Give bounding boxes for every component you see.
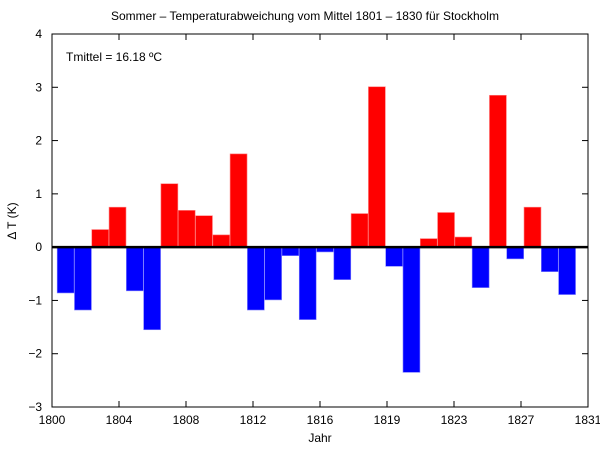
x-tick-label: 1827 bbox=[508, 413, 535, 427]
bar-1826 bbox=[489, 94, 507, 248]
bar-1821 bbox=[402, 246, 421, 373]
x-tick-label: 1800 bbox=[39, 413, 66, 427]
y-tick-label: −3 bbox=[28, 400, 42, 414]
x-axis-label: Jahr bbox=[308, 431, 331, 445]
bar-1823 bbox=[437, 212, 455, 248]
bar-1820 bbox=[385, 246, 403, 267]
x-tick-label: 1831 bbox=[575, 413, 600, 427]
bar-1828 bbox=[523, 206, 542, 248]
chart-title: Sommer – Temperaturabweichung vom Mittel… bbox=[111, 9, 499, 23]
bar-1814 bbox=[281, 246, 300, 256]
bar-1812 bbox=[247, 246, 265, 311]
y-tick-label: 1 bbox=[35, 187, 42, 201]
bar-1809 bbox=[195, 215, 213, 248]
bar-1819 bbox=[368, 86, 386, 248]
y-tick-label: −2 bbox=[28, 347, 42, 361]
bar-1829 bbox=[541, 246, 559, 272]
bar-1817 bbox=[333, 246, 352, 280]
bar-1811 bbox=[229, 153, 248, 248]
bar-1808 bbox=[177, 210, 196, 248]
x-tick-label: 1812 bbox=[240, 413, 267, 427]
y-tick-label: 3 bbox=[35, 80, 42, 94]
bar-1804 bbox=[108, 206, 127, 248]
bar-1807 bbox=[160, 183, 179, 248]
bar-1806 bbox=[143, 246, 161, 331]
bar-1801 bbox=[56, 246, 75, 294]
bar-1822 bbox=[419, 238, 438, 248]
bar-1805 bbox=[126, 246, 144, 292]
bar-1803 bbox=[91, 229, 110, 248]
bar-1815 bbox=[298, 246, 317, 320]
bar-1824 bbox=[454, 236, 473, 248]
bar-1827 bbox=[506, 246, 524, 260]
bar-1813 bbox=[264, 246, 282, 301]
bar-1818 bbox=[350, 213, 369, 248]
x-tick-label: 1816 bbox=[307, 413, 334, 427]
plot-frame bbox=[51, 33, 589, 408]
y-tick-label: −1 bbox=[28, 293, 42, 307]
bar-1810 bbox=[212, 234, 231, 248]
mean-temperature-annotation: Tmittel = 16.18 ºC bbox=[66, 50, 162, 64]
y-tick-label: 0 bbox=[35, 240, 42, 254]
bar-1830 bbox=[558, 246, 576, 295]
bar-1802 bbox=[74, 246, 92, 311]
x-tick-label: 1808 bbox=[173, 413, 200, 427]
x-tick-label: 1823 bbox=[441, 413, 468, 427]
y-axis-label: Δ T (K) bbox=[5, 202, 19, 239]
x-tick-label: 1804 bbox=[106, 413, 133, 427]
y-tick-label: 2 bbox=[35, 134, 42, 148]
y-tick-label: 4 bbox=[35, 27, 42, 41]
bar-1825 bbox=[471, 246, 490, 288]
x-tick-label: 1819 bbox=[374, 413, 401, 427]
